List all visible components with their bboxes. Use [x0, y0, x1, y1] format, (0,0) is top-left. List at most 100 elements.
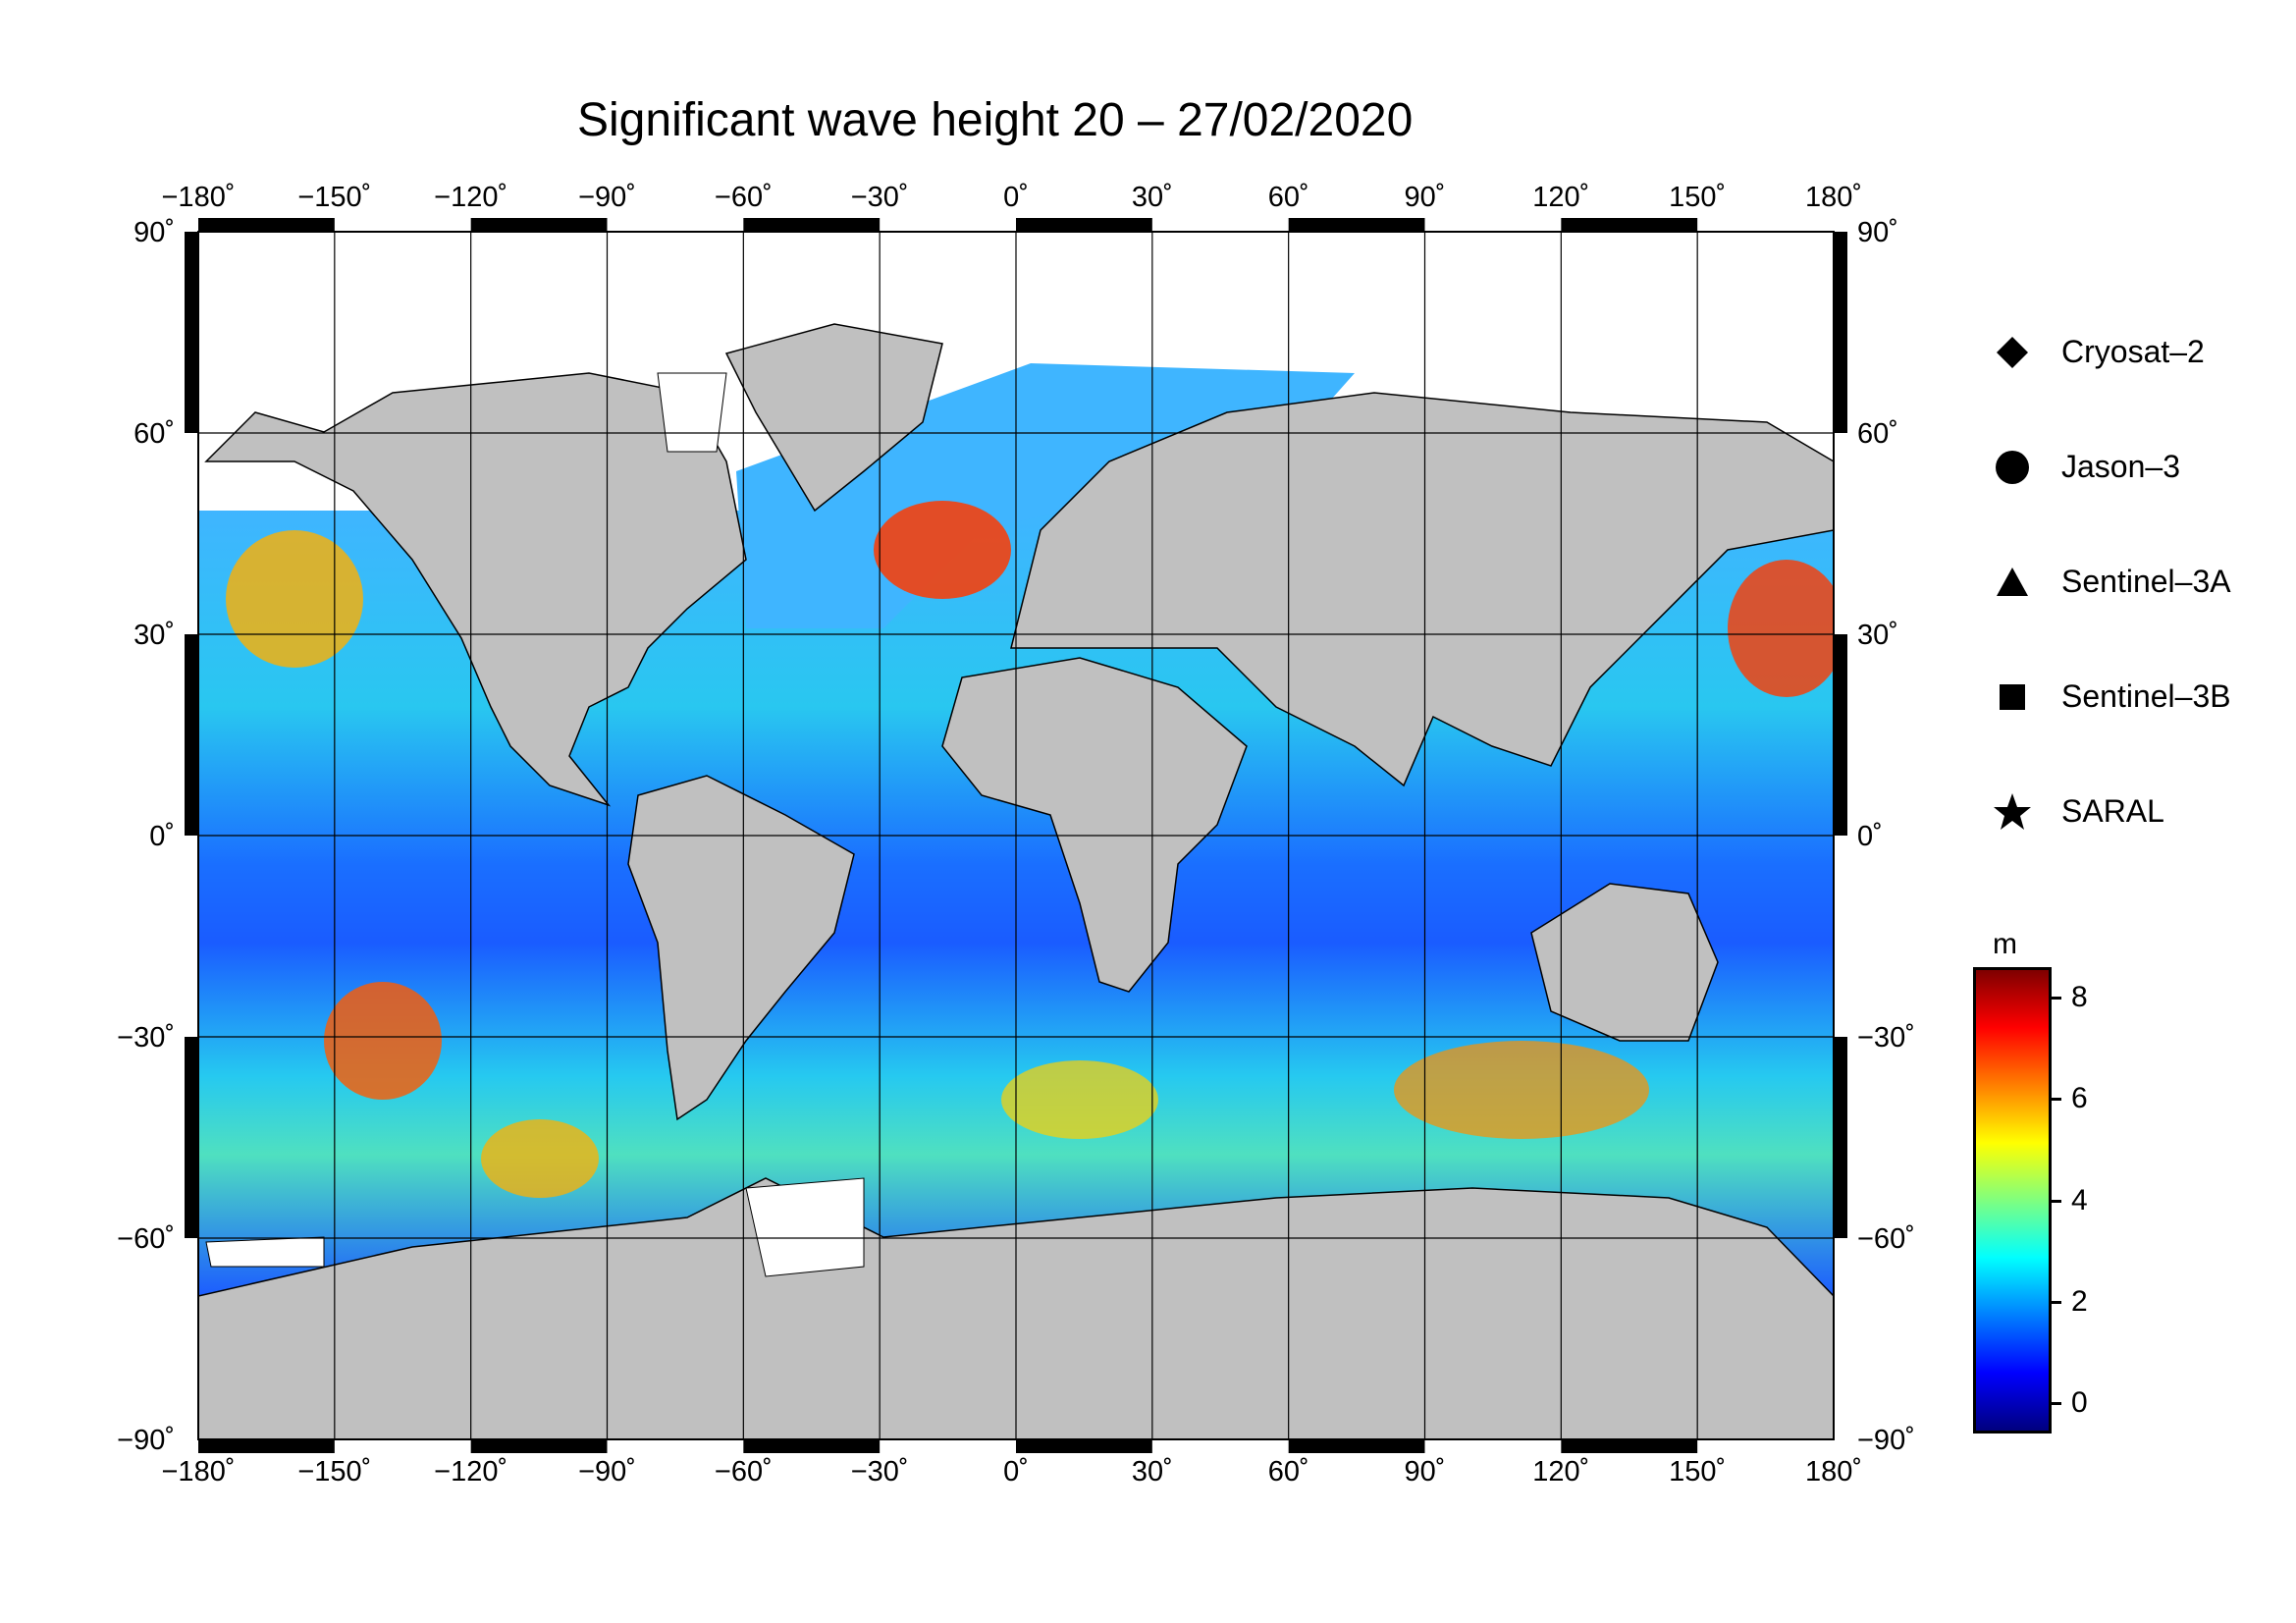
lat-tick-label: −90˚: [117, 1425, 175, 1456]
frame-bar: [1016, 1439, 1152, 1453]
colorbar-tick-mark: [2050, 996, 2061, 1000]
frame-bar: [185, 232, 198, 433]
lon-tick-label: 120˚: [1532, 1456, 1589, 1488]
frame-bar: [1561, 218, 1698, 232]
frame-bar: [185, 1037, 198, 1238]
lon-tick-label: −30˚: [851, 182, 909, 213]
legend-item-cryosat: Cryosat–2: [1993, 295, 2231, 409]
frame-bar: [1016, 218, 1152, 232]
lat-tick-label: −30˚: [117, 1022, 175, 1054]
frame-bar: [1288, 218, 1425, 232]
diamond-icon: [1993, 333, 2032, 372]
colorbar-tick-mark: [2050, 1199, 2061, 1203]
greenland: [724, 323, 943, 513]
legend-item-jason: Jason–3: [1993, 409, 2231, 524]
lat-tick-label: 30˚: [133, 620, 175, 651]
lon-tick-label: 30˚: [1132, 1456, 1173, 1488]
triangle-icon: [1993, 563, 2032, 602]
lat-tick-label: 0˚: [1857, 821, 1883, 852]
lon-tick-label: −60˚: [715, 1456, 773, 1488]
lon-tick-label: −180˚: [162, 1456, 236, 1488]
lon-tick-label: −120˚: [434, 182, 507, 213]
colorbar-tick-label: 8: [2071, 980, 2088, 1013]
colorbar-tick-mark: [2050, 1300, 2061, 1304]
legend-label: Cryosat–2: [2061, 334, 2205, 369]
lat-tick-label: 0˚: [149, 821, 175, 852]
legend-label: SARAL: [2061, 793, 2164, 829]
lon-tick-label: −60˚: [715, 182, 773, 213]
frame-bar: [1561, 1439, 1698, 1453]
australia: [1530, 883, 1719, 1042]
colorbar-tick-label: 6: [2071, 1082, 2088, 1115]
colorbar-unit: m: [1993, 928, 2017, 960]
eurasia: [1010, 392, 1834, 787]
lon-tick-label: 180˚: [1805, 182, 1862, 213]
frame-bar: [470, 218, 608, 232]
frame-bar: [198, 218, 335, 232]
colorbar-tick-mark: [2050, 1098, 2061, 1102]
legend-label: Jason–3: [2061, 449, 2180, 484]
square-icon: [1993, 677, 2032, 717]
lat-tick-label: −60˚: [117, 1223, 175, 1255]
lon-tick-label: −120˚: [434, 1456, 507, 1488]
frame-bar: [470, 1439, 608, 1453]
colorbar-tick-label: 0: [2071, 1386, 2088, 1420]
frame-bar: [185, 634, 198, 836]
sea-ice: [205, 372, 865, 1277]
satellite-legend: Cryosat–2 Jason–3 Sentinel–3A Sentinel–3…: [1993, 295, 2231, 869]
lon-tick-label: −90˚: [578, 1456, 636, 1488]
circle-icon: [1993, 448, 2032, 487]
lat-labels-left: 90˚ 60˚ 30˚ 0˚ −30˚ −60˚ −90˚: [117, 217, 175, 1456]
map-title: Significant wave height 20 – 27/02/2020: [577, 94, 1414, 146]
lon-tick-label: −180˚: [162, 182, 236, 213]
lon-tick-label: 90˚: [1405, 1456, 1446, 1488]
colorbar-tick-mark: [2050, 1402, 2061, 1406]
legend-label: Sentinel–3B: [2061, 678, 2231, 714]
lat-tick-label: −60˚: [1857, 1223, 1915, 1255]
frame-bar: [1834, 232, 1847, 433]
colorbar: [1973, 967, 2052, 1434]
lat-tick-label: 90˚: [1857, 217, 1898, 248]
frame-bar: [743, 218, 881, 232]
africa: [941, 657, 1248, 993]
colorbar-tick-label: 2: [2071, 1284, 2088, 1318]
lon-tick-label: −150˚: [297, 182, 371, 213]
lon-tick-label: −30˚: [851, 1456, 909, 1488]
lon-tick-label: 60˚: [1268, 182, 1309, 213]
lon-tick-label: 150˚: [1669, 182, 1726, 213]
legend-item-saral: SARAL: [1993, 754, 2231, 869]
lon-tick-label: 0˚: [1003, 1456, 1029, 1488]
graticule: [198, 232, 1834, 1439]
lon-tick-label: 90˚: [1405, 182, 1446, 213]
frame-bar: [198, 1439, 335, 1453]
legend-item-sentinel-3a: Sentinel–3A: [1993, 524, 2231, 639]
lat-tick-label: 60˚: [1857, 418, 1898, 450]
lon-tick-label: −90˚: [578, 182, 636, 213]
lon-tick-label: 60˚: [1268, 1456, 1309, 1488]
legend-label: Sentinel–3A: [2061, 564, 2231, 599]
frame-bar: [743, 1439, 881, 1453]
frame-bars: [185, 218, 1847, 1453]
colorbar-tick-label: 4: [2071, 1183, 2088, 1217]
frame-bar: [1834, 1037, 1847, 1238]
lat-labels-right: 90˚ 60˚ 30˚ 0˚ −30˚ −60˚ −90˚: [1857, 217, 1915, 1456]
lon-tick-label: 120˚: [1532, 182, 1589, 213]
lon-labels-bottom: −180˚ −150˚ −120˚ −90˚ −60˚ −30˚ 0˚ 30˚ 60˚ 90˚ 12…: [162, 1456, 1863, 1488]
south-america: [627, 775, 855, 1121]
lat-tick-label: 30˚: [1857, 620, 1898, 651]
star-icon: [1993, 792, 2032, 832]
high-wave-patches: [226, 501, 1834, 1198]
lat-tick-label: 60˚: [133, 418, 175, 450]
legend-item-sentinel-3b: Sentinel–3B: [1993, 639, 2231, 754]
lon-tick-label: 0˚: [1003, 182, 1029, 213]
lat-tick-label: −90˚: [1857, 1425, 1915, 1456]
lon-tick-label: 180˚: [1805, 1456, 1862, 1488]
lon-tick-label: 150˚: [1669, 1456, 1726, 1488]
lon-tick-label: −150˚: [297, 1456, 371, 1488]
lat-tick-label: 90˚: [133, 217, 175, 248]
lon-tick-label: 30˚: [1132, 182, 1173, 213]
frame-bar: [1288, 1439, 1425, 1453]
north-america: [204, 372, 747, 807]
lon-labels-top: −180˚ −150˚ −120˚ −90˚ −60˚ −30˚ 0˚ 30˚ 60˚ 90˚ 12…: [162, 182, 1863, 213]
